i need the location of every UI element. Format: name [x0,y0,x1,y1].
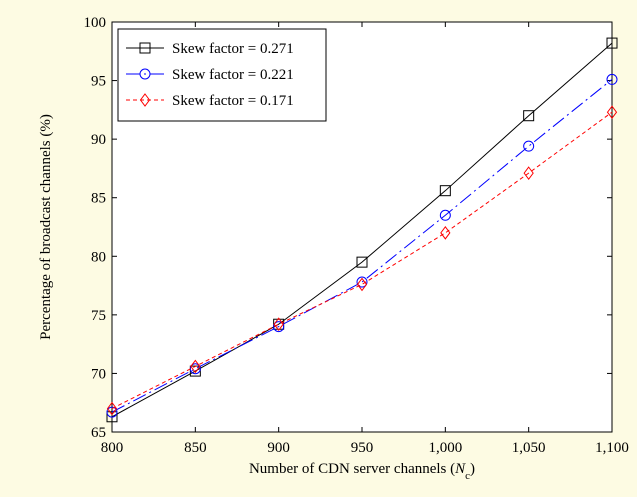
data-point-diamond [523,166,534,180]
series-line [111,42,613,418]
data-point-diamond [190,359,201,374]
x-tick-label: 1,000 [428,440,462,456]
data-point-square [439,185,451,197]
legend-entry: Skew factor = 0.221 [126,67,294,83]
series-3 [106,105,618,416]
x-tick-label: 1,100 [595,440,629,456]
series-layer [106,37,618,423]
y-tick-label: 65 [91,425,106,441]
legend-label: Skew factor = 0.221 [172,67,294,83]
x-axis-label-main: Number of CDN server channels ( [249,461,455,477]
legend-box [117,28,327,122]
data-point-diamond [106,401,118,416]
x-tick-label: 850 [184,440,207,456]
axes-layer: 800 850 900 950 1,000 1,050 1,100 65 70 75 80 85 90 9… [84,15,629,456]
data-point-diamond [139,93,151,107]
x-tick-label: 900 [267,440,290,456]
x-tick-label: 950 [351,440,374,456]
data-point-square [606,37,618,49]
data-point-diamond [440,226,451,240]
y-tick-label: 90 [91,132,106,148]
legend-label: Skew factor = 0.271 [172,41,294,57]
x-tick-label: 800 [101,440,124,456]
x-axis-label: Number of CDN server channels (Nc) [249,461,475,482]
legend-entry: Skew factor = 0.171 [126,93,294,109]
x-axis-label-sub: c [465,470,470,482]
legend-entry: Skew factor = 0.271 [126,41,294,57]
data-point-circle [273,321,285,333]
y-tick-label: 100 [84,15,107,31]
data-point-square [356,256,368,268]
x-axis-label-close: ) [470,461,475,477]
y-axis-label: Percentage of broadcast channels (%) [38,114,54,340]
y-tick-label: 95 [91,74,106,90]
data-point-circle [523,140,535,152]
legend-label: Skew factor = 0.171 [172,93,294,109]
y-tick-label: 75 [91,308,106,324]
data-point-square [139,42,151,54]
data-point-diamond [273,317,284,332]
data-point-circle [139,68,151,80]
data-point-circle [106,406,118,418]
x-axis-label-var: N [454,461,466,477]
y-tick-label: 85 [91,191,106,207]
data-point-square [523,110,535,122]
series-line [111,111,613,410]
data-point-circle [356,276,368,288]
legend: Skew factor = 0.271 Skew factor = 0.221 Sk… [117,28,327,122]
x-tick-label: 1,050 [512,440,546,456]
data-point-circle [606,73,618,85]
y-tick-label: 80 [91,249,106,265]
data-point-diamond [356,277,368,292]
y-tick-label: 70 [91,366,106,382]
data-point-circle [439,209,451,221]
data-point-diamond [606,105,618,120]
labels-layer: Number of CDN server channels (Nc) Perce… [38,114,475,482]
